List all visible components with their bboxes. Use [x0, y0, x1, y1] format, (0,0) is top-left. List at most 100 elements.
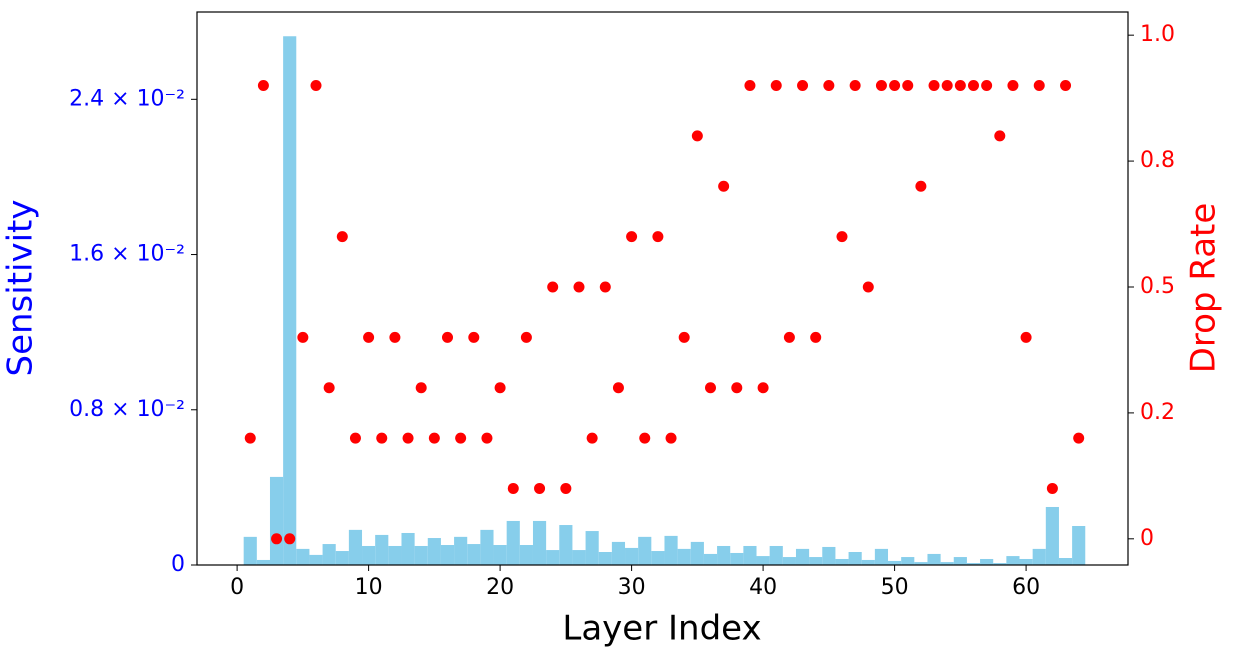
bar: [861, 559, 875, 565]
point: [770, 80, 782, 92]
bar: [914, 562, 928, 565]
point: [849, 80, 861, 92]
point: [310, 80, 322, 92]
point: [599, 281, 611, 293]
point: [573, 281, 585, 293]
bar: [467, 544, 481, 565]
x-tick-label: 20: [486, 575, 514, 600]
point: [1033, 80, 1045, 92]
bar: [625, 547, 639, 565]
bar: [546, 550, 560, 565]
bar: [782, 557, 796, 565]
y-tick-label: 2.4 × 10⁻²: [69, 86, 185, 111]
bar: [296, 548, 310, 565]
point: [1020, 331, 1032, 343]
x-axis-label: Layer Index: [562, 609, 761, 649]
y-tick-label: 0.8 × 10⁻²: [69, 397, 185, 422]
bar: [769, 545, 783, 565]
bar: [256, 559, 270, 565]
bar: [388, 545, 402, 565]
point: [639, 432, 651, 444]
bar: [874, 548, 889, 565]
bar: [848, 551, 862, 565]
bar: [1045, 506, 1059, 565]
bar: [795, 548, 810, 565]
point: [1007, 80, 1019, 92]
point: [836, 231, 848, 243]
point: [889, 80, 901, 92]
point: [954, 80, 966, 92]
bar: [651, 551, 665, 565]
x-tick-label: 10: [355, 575, 383, 600]
x-tick-label: 40: [749, 575, 777, 600]
point: [271, 533, 283, 545]
bar: [480, 529, 494, 565]
point: [981, 80, 993, 92]
point: [731, 382, 743, 394]
bar: [638, 536, 652, 565]
bar: [414, 545, 428, 565]
bar: [717, 545, 731, 565]
bar: [335, 551, 349, 565]
point: [1046, 482, 1058, 494]
bar: [1006, 556, 1020, 565]
y2-tick-label: 0.8: [1140, 148, 1175, 173]
point: [665, 432, 677, 444]
point: [415, 382, 427, 394]
point: [534, 482, 546, 494]
point: [902, 80, 914, 92]
bar: [348, 529, 363, 565]
bar: [730, 552, 744, 565]
bar: [980, 558, 994, 565]
y-tick-label: 0: [171, 552, 185, 577]
bar: [756, 556, 770, 565]
bar: [585, 531, 599, 565]
bar: [822, 546, 836, 565]
point: [442, 331, 454, 343]
bar: [375, 534, 389, 565]
y2-tick-label: 1.0: [1140, 22, 1175, 47]
bar: [1058, 558, 1073, 565]
bar: [283, 36, 297, 565]
point: [704, 382, 716, 394]
bar: [743, 545, 757, 565]
bar: [927, 553, 941, 565]
bar: [809, 557, 823, 565]
point: [810, 331, 822, 343]
point: [560, 482, 572, 494]
point: [1060, 80, 1072, 92]
bar: [454, 536, 468, 565]
point: [244, 432, 256, 444]
x-tick-label: 30: [618, 575, 646, 600]
bar: [440, 545, 455, 565]
bar: [953, 557, 967, 565]
bar: [888, 560, 902, 565]
bar: [401, 532, 415, 565]
point: [718, 180, 730, 192]
bar: [309, 554, 323, 565]
bar: [572, 550, 586, 565]
point: [494, 382, 506, 394]
point: [941, 80, 953, 92]
point: [652, 231, 664, 243]
bar: [703, 553, 718, 565]
point: [428, 432, 440, 444]
point: [823, 80, 835, 92]
bar: [690, 541, 704, 565]
bar: [269, 476, 284, 565]
bar: [506, 520, 520, 565]
y2-axis-label: Drop Rate: [1184, 203, 1224, 374]
point: [797, 80, 809, 92]
point: [928, 80, 940, 92]
point: [257, 80, 269, 92]
y-tick-label: 1.6 × 10⁻²: [69, 242, 185, 267]
point: [967, 80, 979, 92]
y2-tick-label: 0.2: [1140, 400, 1175, 425]
point: [915, 180, 927, 192]
point: [1073, 432, 1085, 444]
point: [349, 432, 361, 444]
bar: [493, 545, 507, 565]
x-tick-label: 50: [881, 575, 909, 600]
y2-tick-label: 0: [1140, 526, 1154, 551]
